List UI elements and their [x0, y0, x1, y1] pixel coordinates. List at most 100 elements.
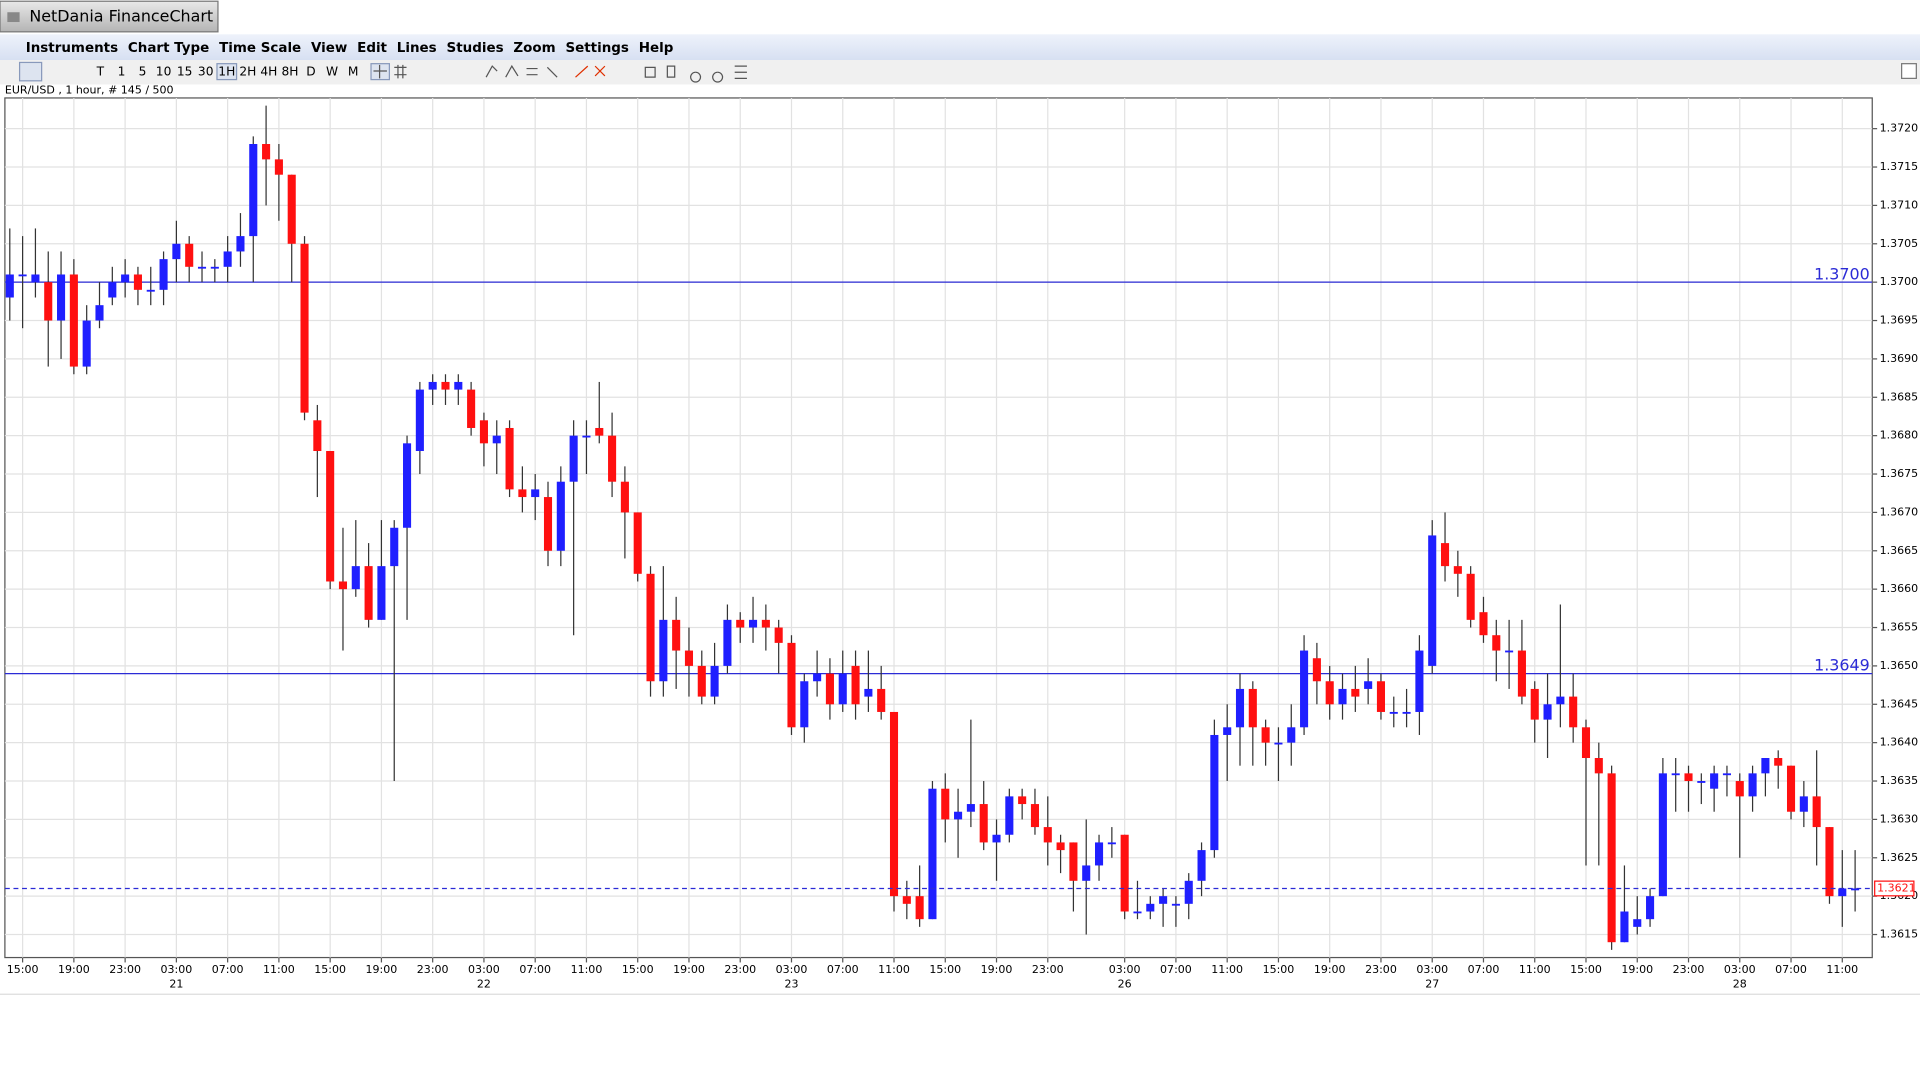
candle-body [1274, 742, 1283, 745]
candle-body [338, 581, 348, 590]
candle-body [274, 159, 283, 175]
time-scale-button[interactable]: M [348, 65, 359, 79]
time-scale-button[interactable]: 1 [118, 65, 126, 79]
candle-tool[interactable] [18, 61, 43, 82]
menu-item[interactable]: Chart Type [128, 41, 209, 56]
candle-body [1312, 658, 1321, 682]
candle-body [1210, 734, 1219, 851]
candle-body [390, 527, 399, 567]
candle-body [1530, 688, 1539, 720]
x-tick-label: 23:00 [1365, 963, 1397, 976]
candle-body [1184, 880, 1193, 904]
time-scale-button[interactable]: 5 [139, 65, 147, 79]
y-tick-label: 1.3670 [1880, 505, 1919, 518]
y-tick-label: 1.3615 [1880, 928, 1919, 941]
candle-body [1479, 612, 1488, 636]
candle-body [1812, 796, 1821, 828]
candle-body [582, 435, 591, 438]
x-tick-label: 11:00 [571, 963, 603, 976]
time-scale-button[interactable]: 8H [281, 65, 298, 79]
time-scale-button[interactable]: 4H [260, 65, 277, 79]
candle-body [1633, 919, 1642, 927]
y-tick-label: 1.3720 [1880, 122, 1919, 135]
app-icon [7, 12, 20, 23]
time-scale-button[interactable]: T [96, 65, 105, 79]
menu-item[interactable]: Help [639, 41, 674, 56]
toolbar-buttons: T 1 5 10 15 30 1H 2H 4H 8H D W M [96, 63, 359, 81]
time-scale-button[interactable]: 15 [177, 65, 193, 79]
menu-bar [0, 34, 1920, 60]
time-scale-button[interactable]: W [326, 65, 338, 79]
x-tick-label: 19:00 [1314, 963, 1346, 976]
candle-body [543, 497, 553, 551]
menu-item[interactable]: Time Scale [219, 41, 301, 56]
title-tab [0, 0, 219, 33]
menu-item[interactable]: Lines [397, 41, 437, 56]
y-tick-label: 1.3635 [1880, 774, 1919, 787]
candle-body [479, 420, 488, 444]
candle-body [1364, 681, 1373, 689]
menu-item[interactable]: View [311, 41, 347, 56]
candle-body [108, 282, 117, 298]
time-scale-button[interactable]: 2H [239, 65, 256, 79]
candle-body [1133, 911, 1142, 914]
menu-item[interactable]: Instruments [26, 41, 118, 56]
candle-body [1030, 804, 1040, 828]
candle-body [697, 665, 706, 697]
y-tick-label: 1.3665 [1880, 544, 1919, 557]
candle-body [1569, 696, 1578, 728]
menu-item[interactable]: Zoom [513, 41, 555, 56]
candle-body [787, 642, 796, 728]
candle-body [1735, 781, 1744, 797]
candle-body [902, 896, 911, 904]
date-label: 22 [477, 977, 491, 990]
candle-body [197, 266, 207, 269]
y-tick-label: 1.3655 [1880, 621, 1919, 634]
candle-body [620, 481, 629, 513]
candle-body [1428, 535, 1437, 666]
candle-body [1722, 773, 1731, 776]
candle-body [505, 427, 514, 490]
candle-body [1607, 773, 1616, 943]
candle-body [646, 573, 655, 682]
candle-body [1556, 696, 1565, 705]
candle-body [223, 251, 232, 267]
panel-button[interactable] [1901, 63, 1917, 79]
date-label: 27 [1425, 977, 1439, 990]
time-scale-button[interactable]: D [306, 65, 315, 79]
x-tick-label: 11:00 [1826, 963, 1858, 976]
candle-body [1197, 850, 1206, 881]
candle-body [5, 274, 14, 298]
time-scale-button[interactable]: 30 [198, 65, 214, 79]
y-tick-label: 1.3690 [1880, 352, 1919, 365]
candle-body [1786, 765, 1796, 812]
x-tick-label: 23:00 [1673, 963, 1705, 976]
menu-item[interactable]: Settings [565, 41, 629, 56]
candle-body [569, 435, 578, 482]
time-scale-button[interactable]: 1H [218, 65, 235, 79]
date-label: 21 [169, 977, 183, 990]
candle-body [1748, 773, 1757, 797]
candle-body [633, 512, 642, 574]
x-tick-label: 23:00 [1032, 963, 1064, 976]
chart-info: EUR/USD , 1 hour, # 145 / 500 [5, 84, 174, 97]
toolbar [0, 60, 1920, 85]
candle-body [1043, 827, 1052, 843]
menu-item[interactable]: Studies [447, 41, 504, 56]
candle-body [364, 566, 373, 620]
candle-body [710, 665, 719, 697]
candle-body [1851, 888, 1860, 891]
menu-item[interactable]: Edit [357, 41, 387, 56]
candle-body [684, 650, 694, 666]
candle-body [1056, 842, 1065, 851]
candle-body [774, 627, 783, 643]
candle-body [1261, 727, 1270, 743]
candle-body [992, 834, 1001, 843]
candle-body [1082, 865, 1091, 881]
y-tick-label: 1.3630 [1880, 812, 1919, 825]
x-tick-label: 03:00 [776, 963, 808, 976]
candle-body [467, 389, 476, 428]
y-tick-label: 1.3640 [1880, 736, 1919, 749]
last-price-label: 1.3621 [1877, 881, 1916, 894]
time-scale-button[interactable]: 10 [156, 65, 172, 79]
